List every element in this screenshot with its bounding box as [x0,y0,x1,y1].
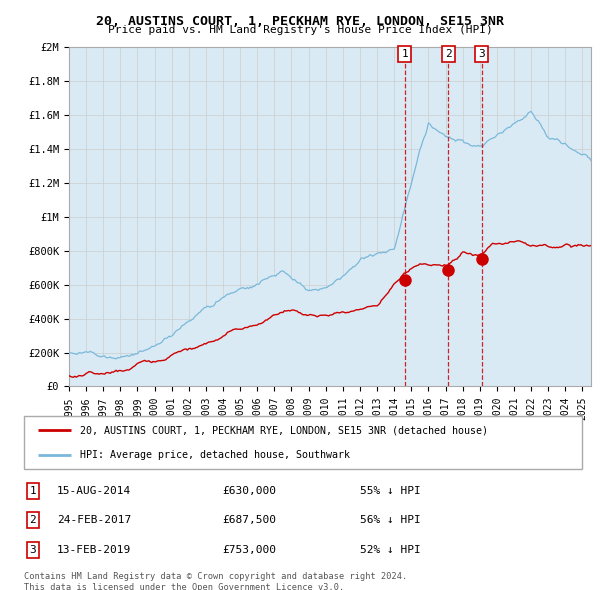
Text: 24-FEB-2017: 24-FEB-2017 [57,516,131,525]
Text: Contains HM Land Registry data © Crown copyright and database right 2024.: Contains HM Land Registry data © Crown c… [24,572,407,581]
Text: 20, AUSTINS COURT, 1, PECKHAM RYE, LONDON, SE15 3NR (detached house): 20, AUSTINS COURT, 1, PECKHAM RYE, LONDO… [80,425,488,435]
Text: 15-AUG-2014: 15-AUG-2014 [57,486,131,496]
Text: 20, AUSTINS COURT, 1, PECKHAM RYE, LONDON, SE15 3NR: 20, AUSTINS COURT, 1, PECKHAM RYE, LONDO… [96,15,504,28]
Text: 56% ↓ HPI: 56% ↓ HPI [360,516,421,525]
Text: This data is licensed under the Open Government Licence v3.0.: This data is licensed under the Open Gov… [24,583,344,590]
Text: 2: 2 [29,516,37,525]
Text: 2: 2 [445,49,451,59]
Text: 1: 1 [29,486,37,496]
Text: £753,000: £753,000 [222,545,276,555]
Text: £687,500: £687,500 [222,516,276,525]
Text: 1: 1 [401,49,408,59]
Text: Price paid vs. HM Land Registry's House Price Index (HPI): Price paid vs. HM Land Registry's House … [107,25,493,35]
Text: 3: 3 [29,545,37,555]
Text: 3: 3 [478,49,485,59]
Text: 13-FEB-2019: 13-FEB-2019 [57,545,131,555]
Text: 55% ↓ HPI: 55% ↓ HPI [360,486,421,496]
Text: HPI: Average price, detached house, Southwark: HPI: Average price, detached house, Sout… [80,450,350,460]
Text: 52% ↓ HPI: 52% ↓ HPI [360,545,421,555]
Text: £630,000: £630,000 [222,486,276,496]
